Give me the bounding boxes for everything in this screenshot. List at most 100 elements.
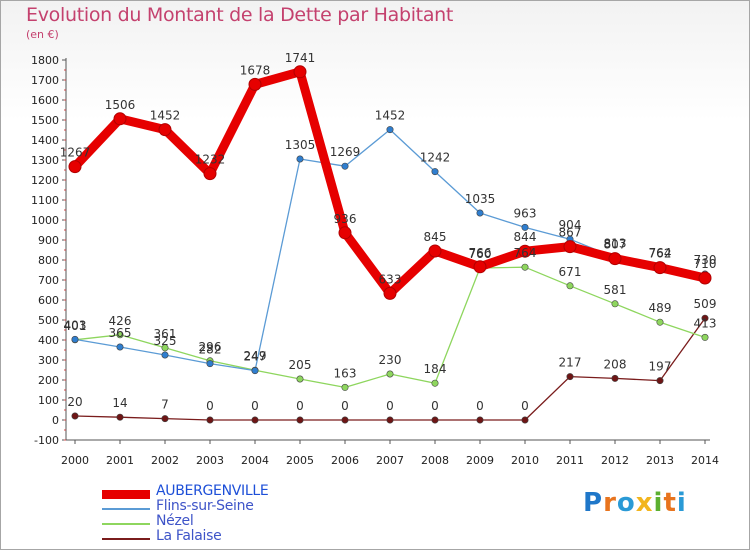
data-point (341, 162, 349, 170)
data-label: 163 (334, 366, 357, 380)
data-point (116, 331, 124, 339)
data-label: 936 (334, 212, 357, 226)
data-point (701, 314, 709, 322)
data-point (521, 416, 529, 424)
data-label: 0 (251, 399, 259, 413)
data-label: 489 (649, 301, 672, 315)
data-label: 509 (694, 297, 717, 311)
x-tick-label: 2000 (61, 454, 89, 467)
x-tick-label: 2001 (106, 454, 134, 467)
data-label: 282 (199, 343, 222, 357)
y-tick-label: 500 (38, 314, 59, 327)
legend-swatch (102, 523, 150, 525)
data-point (341, 416, 349, 424)
data-label: 633 (379, 272, 402, 286)
data-point (476, 416, 484, 424)
legend-label: AUBERGENVILLE (156, 483, 269, 499)
data-point (608, 252, 622, 266)
data-point (698, 271, 712, 285)
y-tick-label: 0 (52, 414, 59, 427)
data-point (296, 375, 304, 383)
y-tick-label: 1500 (31, 114, 59, 127)
data-point (563, 240, 577, 254)
data-label: 1678 (240, 63, 271, 77)
x-tick-label: 2007 (376, 454, 404, 467)
proxiti-logo: Proxiti (583, 488, 687, 518)
chart-unit: (en €) (26, 28, 59, 41)
data-point (701, 333, 709, 341)
data-point (251, 367, 259, 375)
data-point (296, 155, 304, 163)
y-tick-label: 1800 (31, 54, 59, 67)
data-point (386, 416, 394, 424)
data-label: 710 (694, 257, 717, 271)
data-label: 217 (559, 356, 582, 370)
data-point (158, 123, 172, 137)
legend-label: Flins-sur-Seine (156, 498, 254, 514)
data-label: 762 (649, 247, 672, 261)
data-label: 1232 (195, 153, 226, 167)
data-point (68, 160, 82, 174)
data-point (611, 300, 619, 308)
data-label: 197 (649, 360, 672, 374)
y-tick-label: -100 (34, 434, 59, 447)
y-tick-label: 200 (38, 374, 59, 387)
data-label: 325 (154, 334, 177, 348)
data-label: 7 (161, 398, 169, 412)
y-tick-label: 1000 (31, 214, 59, 227)
data-label: 0 (341, 399, 349, 413)
x-tick-label: 2008 (421, 454, 449, 467)
data-label: 184 (424, 362, 447, 376)
data-point (431, 416, 439, 424)
data-label: 1267 (60, 146, 91, 160)
data-label: 230 (379, 353, 402, 367)
data-label: 0 (521, 399, 529, 413)
data-point (206, 416, 214, 424)
data-label: 807 (604, 238, 627, 252)
legend-swatch (102, 490, 150, 499)
data-label: 904 (559, 218, 582, 232)
data-point (113, 112, 127, 126)
data-point (161, 344, 169, 352)
data-point (161, 415, 169, 423)
x-tick-label: 2005 (286, 454, 314, 467)
data-label: 247 (244, 350, 267, 364)
data-label: 963 (514, 206, 537, 220)
y-tick-label: 1600 (31, 94, 59, 107)
data-label: 208 (604, 357, 627, 371)
x-tick-label: 2004 (241, 454, 269, 467)
data-point (248, 77, 262, 91)
data-point (521, 263, 529, 271)
data-point (206, 360, 214, 368)
data-label: 0 (431, 399, 439, 413)
data-label: 20 (67, 395, 82, 409)
x-tick-label: 2010 (511, 454, 539, 467)
data-point (428, 244, 442, 258)
data-label: 581 (604, 283, 627, 297)
data-label: 730 (694, 253, 717, 267)
data-point (116, 343, 124, 351)
data-label: 813 (604, 236, 627, 250)
data-label: 205 (289, 358, 312, 372)
data-point (383, 286, 397, 300)
data-label: 1741 (285, 51, 316, 65)
data-label: 766 (469, 246, 492, 260)
x-tick-label: 2003 (196, 454, 224, 467)
data-point (431, 168, 439, 176)
data-point (71, 412, 79, 420)
legend-label: Nézel (156, 513, 194, 529)
chart-title: Evolution du Montant de la Dette par Hab… (26, 4, 454, 26)
data-point (476, 209, 484, 217)
logo-letter: i (676, 488, 687, 518)
data-label: 401 (64, 319, 87, 333)
data-point (71, 335, 79, 343)
x-tick-label: 2002 (151, 454, 179, 467)
logo-letter: o (616, 488, 636, 518)
data-label: 1242 (420, 151, 451, 165)
y-tick-label: 1100 (31, 194, 59, 207)
data-label: 760 (469, 247, 492, 261)
legend-label: La Falaise (156, 528, 222, 544)
data-label: 844 (514, 230, 537, 244)
x-tick-label: 2009 (466, 454, 494, 467)
legend-swatch (102, 508, 150, 510)
